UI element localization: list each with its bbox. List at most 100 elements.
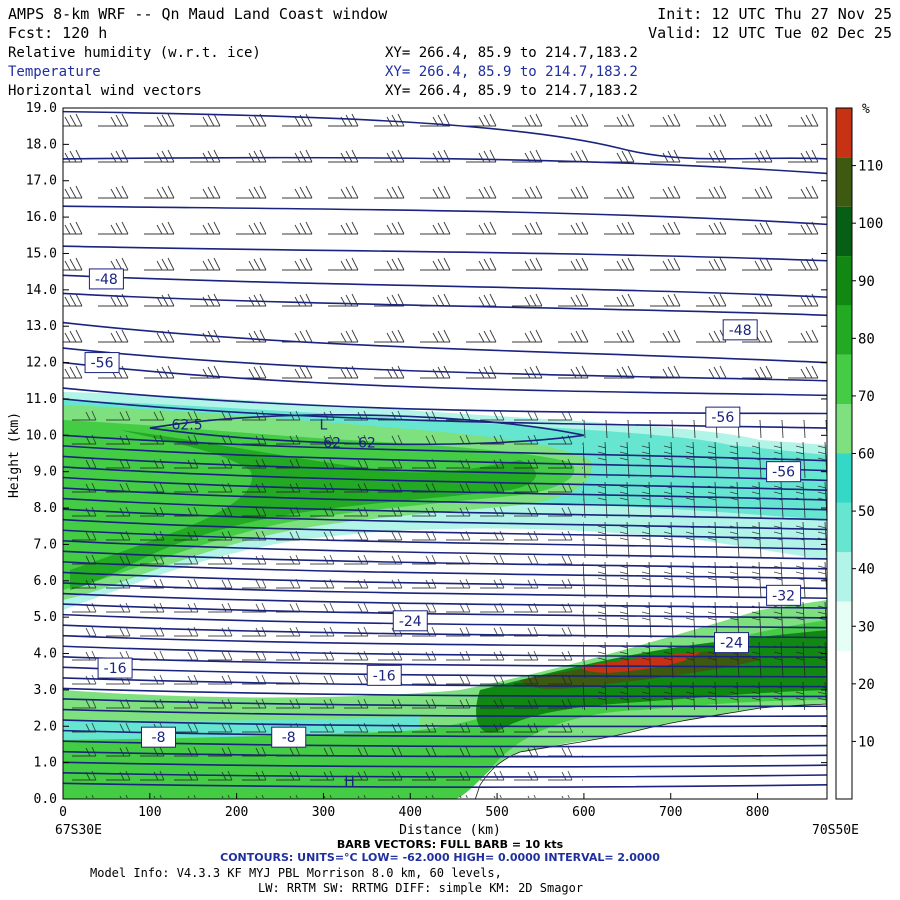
isotherm: [63, 434, 827, 462]
isotherm: [63, 571, 827, 590]
colorbar-swatch: [836, 552, 852, 602]
colorbar-label: 40: [858, 562, 875, 578]
contour-label: -62.5: [166, 417, 202, 433]
contour-label-box: [392, 610, 428, 632]
isotherm: [63, 487, 827, 511]
isotherm: [63, 529, 827, 550]
colorbar-unit: %: [862, 102, 870, 117]
temperature-contours: [63, 110, 827, 788]
contour-label-box: [84, 352, 120, 374]
colorbar-swatch: [836, 749, 852, 799]
chart-title: AMPS 8-km WRF -- Qn Maud Land Coast wind…: [8, 5, 388, 23]
isotherm: [63, 539, 827, 560]
isotherm: [63, 782, 827, 788]
colorbar-label: 70: [858, 389, 875, 405]
contour-label: -24: [399, 614, 422, 630]
colorbar: 10 20 30 40 50 60 70 80 90 100 110: [835, 107, 883, 800]
isotherm: [63, 550, 827, 570]
y-tick-label: 18.0: [26, 137, 57, 152]
contour-label: H: [344, 774, 355, 790]
isotherm: [63, 645, 827, 658]
contour-info: CONTOURS: UNITS=°C LOW= -62.000 HIGH= 0.…: [220, 851, 660, 864]
x-tick-label: 600: [572, 805, 595, 820]
contour-label: -8: [152, 730, 166, 746]
colorbar-label: 90: [858, 274, 875, 290]
contour-label: -16: [373, 668, 396, 684]
isotherm: [63, 455, 827, 482]
field-wind-name: Horizontal wind vectors: [8, 83, 202, 99]
isotherm-closed-low: [149, 414, 585, 446]
contour-label: -48: [729, 323, 752, 339]
colorbar-swatch: [836, 305, 852, 355]
contour-label: -32: [772, 588, 795, 604]
y-tick-label: 1.0: [34, 756, 57, 771]
contour-labels: -48 -48 -56 -56 -56 -62.5 62 62 L -24 -24 -32 -16 -16…: [84, 268, 802, 790]
contour-label-box: [88, 268, 124, 290]
colorbar-swatch: [836, 404, 852, 454]
isotherm: [63, 476, 827, 501]
isotherm: [63, 603, 827, 619]
colorbar-swatch: [836, 108, 852, 158]
isotherm: [63, 750, 827, 758]
isotherm: [63, 561, 827, 580]
colorbar-swatch: [836, 206, 852, 257]
colorbar-swatch: [836, 650, 852, 701]
model-info-2: LW: RRTM SW: RRTMG DIFF: simple KM: 2D S…: [258, 881, 583, 895]
isotherm: [63, 677, 827, 688]
isotherm: [63, 156, 827, 175]
x-tick-label: 500: [485, 805, 508, 820]
y-tick-label: 12.0: [26, 356, 57, 371]
isotherm: [63, 508, 827, 531]
y-tick-label: 3.0: [34, 683, 57, 698]
isotherm: [63, 205, 827, 226]
isotherm: [63, 655, 827, 668]
y-tick-label: 7.0: [34, 537, 57, 552]
isotherm: [63, 719, 827, 728]
colorbar-label: 50: [858, 504, 875, 520]
isotherm: [63, 274, 827, 298]
y-tick-label: 16.0: [26, 210, 57, 225]
colorbar-swatch: [836, 601, 852, 651]
contour-label-box: [722, 319, 758, 341]
y-tick-label: 14.0: [26, 283, 57, 298]
isotherm: [63, 292, 827, 317]
y-tick-label: 0.0: [34, 792, 57, 807]
isotherm: [63, 245, 827, 262]
x-start-location: 67S30E: [55, 823, 102, 838]
isotherm: [63, 347, 827, 382]
y-tick-label: 19.0: [26, 101, 57, 116]
colorbar-label: 20: [858, 677, 875, 693]
colorbar-swatch: [836, 453, 852, 503]
isotherm: [63, 592, 827, 609]
x-tick-label: 100: [138, 805, 161, 820]
model-info: Model Info: V4.3.3 KF MYJ PBL Morrison 8…: [90, 866, 502, 880]
contour-label: -16: [104, 661, 127, 677]
y-tick-label: 11.0: [26, 392, 57, 407]
colorbar-label: 60: [858, 447, 875, 463]
isotherm: [63, 582, 827, 600]
contour-label-box: [714, 632, 749, 654]
x-axis-label: Distance (km): [399, 823, 501, 838]
contour-label-box: [141, 726, 176, 748]
colorbar-swatch: [836, 354, 852, 405]
isotherm: [63, 497, 827, 521]
contour-label: -48: [95, 272, 118, 288]
y-tick-label: 2.0: [34, 719, 57, 734]
contour-label: L: [320, 417, 328, 433]
colorbar-label: 80: [858, 331, 875, 347]
contour-label: -56: [711, 410, 734, 426]
x-tick-label: 400: [399, 805, 422, 820]
x-tick-label: 700: [659, 805, 682, 820]
y-tick-label: 15.0: [26, 246, 57, 261]
colorbar-label: 30: [858, 619, 875, 635]
colorbar-swatch: [836, 157, 852, 207]
isotherm: [63, 687, 827, 698]
contour-label-box: [97, 657, 133, 679]
colorbar-swatch: [836, 256, 852, 306]
y-axis: 0.0 1.0 2.0 3.0 4.0 5.0 6.0 7.0 8.0 9.0 10.0 11.0 12…: [26, 101, 827, 807]
x-tick-label: 800: [746, 805, 769, 820]
contour-label: -56: [772, 465, 795, 481]
isotherm: [63, 110, 827, 160]
contour-label-box: [271, 726, 307, 748]
isotherm: [63, 666, 827, 678]
